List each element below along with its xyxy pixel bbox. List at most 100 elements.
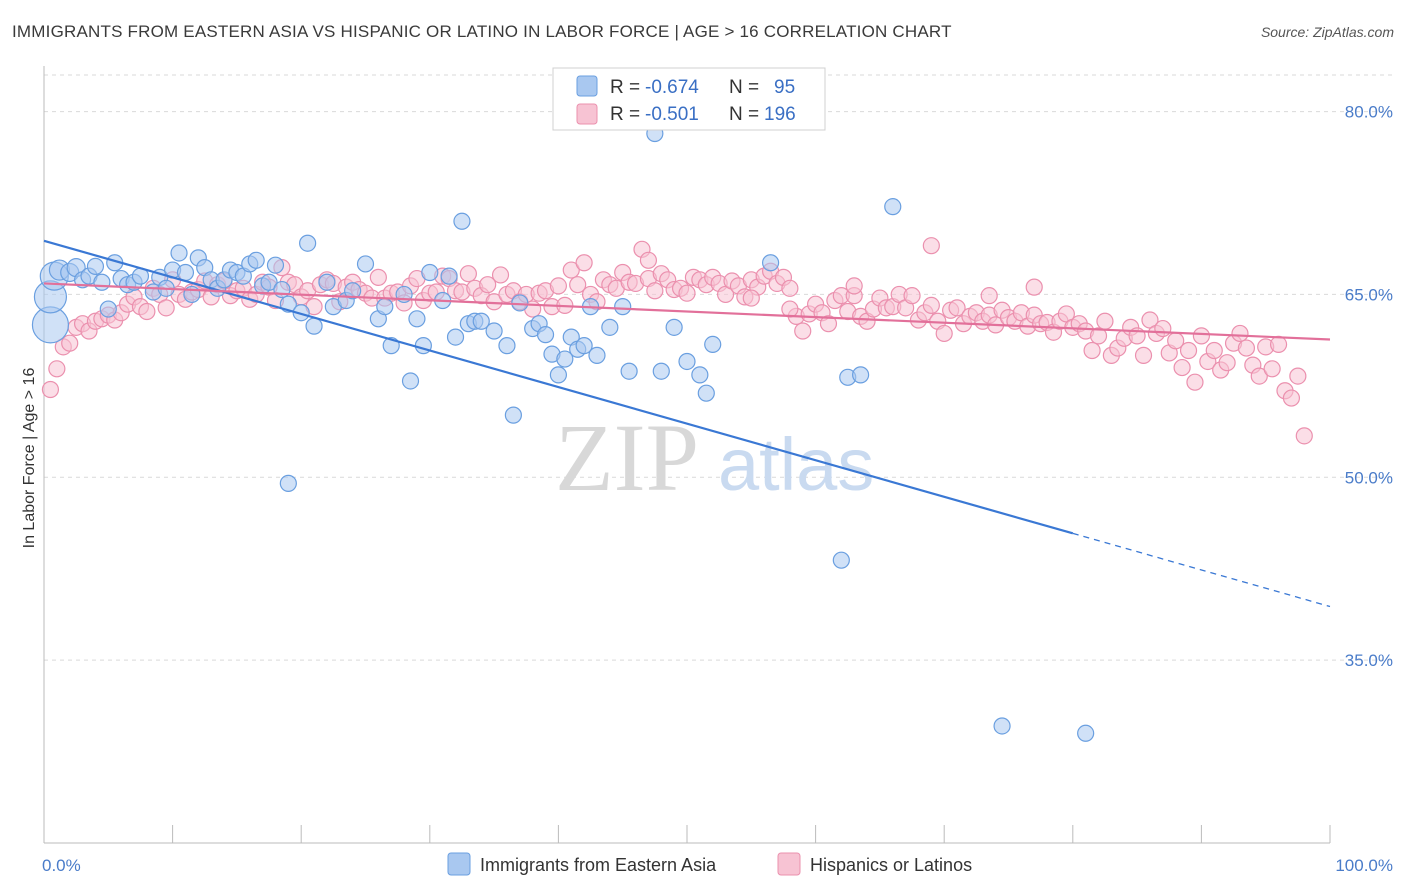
eastern-asia-point-34 [260, 273, 278, 291]
chart-source: Source: ZipAtlas.com [1260, 24, 1394, 40]
trend-line-eastern-asia-extension [1072, 532, 1331, 608]
hispanics-point-195 [1295, 427, 1313, 445]
eastern-asia-point-67 [536, 326, 555, 344]
y-tick-label-50: 50.0% [1345, 468, 1393, 487]
eastern-asia-point-50 [401, 372, 420, 390]
y-axis-label: In Labor Force | Age > 16 [21, 368, 38, 549]
hispanics-point-191 [1269, 335, 1288, 354]
hispanics-point-188 [1250, 367, 1268, 385]
hispanics-point-70 [491, 266, 510, 284]
eastern-asia-point-89 [884, 198, 902, 216]
eastern-asia-point-20 [170, 244, 188, 262]
hispanics-point-79 [549, 277, 568, 295]
eastern-asia-point-82 [678, 352, 696, 371]
hispanics-point-0 [41, 380, 60, 399]
eastern-asia-point-81 [665, 318, 683, 336]
series-legend: Immigrants from Eastern Asia Hispanics o… [447, 852, 972, 876]
legend-n-value-blue: 95 [774, 77, 795, 98]
series-legend-label-blue: Immigrants from Eastern Asia [480, 855, 717, 875]
x-tick-label-100: 100.0% [1335, 856, 1393, 875]
eastern-asia-point-41 [318, 273, 336, 291]
eastern-asia-point-55 [440, 267, 458, 285]
hispanics-point-181 [1205, 341, 1223, 360]
axes [43, 66, 1331, 844]
eastern-asia-point-53 [421, 263, 439, 282]
eastern-asia-point-62 [498, 337, 516, 355]
hispanics-point-173 [1154, 319, 1172, 338]
hispanics-point-117 [794, 322, 812, 340]
hispanics-point-134 [903, 287, 921, 305]
trend-line-eastern-asia [43, 239, 1074, 535]
eastern-asia-point-78 [620, 362, 638, 380]
hispanics-point-162 [1083, 341, 1101, 360]
legend-r-label-pink: R = [610, 104, 640, 125]
hispanics-point-15 [138, 302, 156, 321]
hispanics-point-198 [742, 289, 760, 307]
eastern-asia-point-86 [761, 254, 780, 272]
legend-swatch-pink [576, 103, 598, 125]
legend-r-value-blue: -0.674 [645, 77, 699, 98]
hispanics-point-81 [562, 261, 580, 279]
legend-r-value-pink: -0.501 [645, 104, 699, 125]
watermark-atlas: atlas [718, 423, 874, 506]
eastern-asia-point-83 [691, 366, 709, 384]
hispanics-point-94 [646, 282, 664, 300]
trend-lines [43, 239, 1331, 608]
eastern-asia-point-56 [446, 328, 465, 346]
hispanics-point-193 [1282, 389, 1301, 407]
hispanics-point-83 [575, 254, 593, 272]
hispanics-point-121 [819, 315, 838, 333]
series-legend-swatch-blue [447, 852, 471, 876]
eastern-asia-point-93 [1077, 724, 1095, 742]
eastern-asia-point-21 [176, 263, 195, 282]
hispanics-point-141 [948, 299, 966, 317]
legend-n-value-pink: 196 [764, 104, 796, 125]
hispanics-point-194 [1289, 367, 1307, 385]
y-tick-labels: 35.0% 50.0% 65.0% 80.0% [1345, 103, 1393, 671]
eastern-asia-point-60 [472, 312, 490, 330]
eastern-asia-point-32 [247, 251, 265, 269]
hispanics-point-1 [48, 360, 66, 378]
hispanics-point-18 [157, 299, 175, 317]
hispanics-point-200 [845, 277, 863, 295]
eastern-asia-point-47 [376, 298, 394, 316]
eastern-asia-point-73 [575, 337, 593, 355]
eastern-asia-point-9 [93, 273, 111, 291]
hispanics-point-51 [369, 268, 387, 286]
grid-lines [44, 74, 1394, 661]
y-tick-label-35: 35.0% [1345, 651, 1393, 670]
eastern-asia-point-40 [305, 317, 323, 335]
hispanics-point-199 [922, 237, 940, 255]
eastern-asia-point-90 [279, 474, 297, 492]
legend-r-label-blue: R = [610, 77, 640, 98]
legend-swatch-blue [576, 75, 598, 97]
eastern-asia-point-63 [504, 406, 522, 424]
hispanics-point-163 [1089, 327, 1108, 345]
eastern-asia-point-92 [993, 717, 1011, 735]
eastern-asia-point-8 [86, 257, 105, 275]
hispanics-point-137 [922, 296, 940, 314]
eastern-asia-point-35 [266, 256, 285, 274]
eastern-asia-point-70 [556, 350, 574, 368]
eastern-asia-point-84 [697, 384, 715, 402]
hispanics-point-176 [1173, 358, 1191, 377]
eastern-asia-point-76 [601, 318, 619, 336]
eastern-asia-point-44 [344, 282, 362, 300]
x-tick-labels: 0.0% 100.0% [42, 856, 1393, 875]
hispanics-point-82 [569, 276, 587, 294]
eastern-asia-point-57 [453, 212, 471, 230]
hispanics-point-197 [639, 251, 658, 269]
eastern-asia-point-91 [832, 551, 850, 569]
eastern-asia-point-69 [549, 366, 568, 384]
hispanics-point-177 [1179, 341, 1198, 360]
chart-title: IMMIGRANTS FROM EASTERN ASIA VS HISPANIC… [12, 22, 952, 41]
eastern-asia-point-61 [485, 322, 503, 340]
hispanics-point-186 [1237, 339, 1256, 357]
x-tick-label-0: 0.0% [42, 856, 81, 875]
eastern-asia-point-51 [408, 310, 426, 328]
hispanics-point-179 [1192, 327, 1211, 345]
eastern-asia-point-75 [588, 346, 606, 364]
hispanics-point-170 [1134, 346, 1153, 364]
hispanics-point-190 [1263, 360, 1281, 378]
